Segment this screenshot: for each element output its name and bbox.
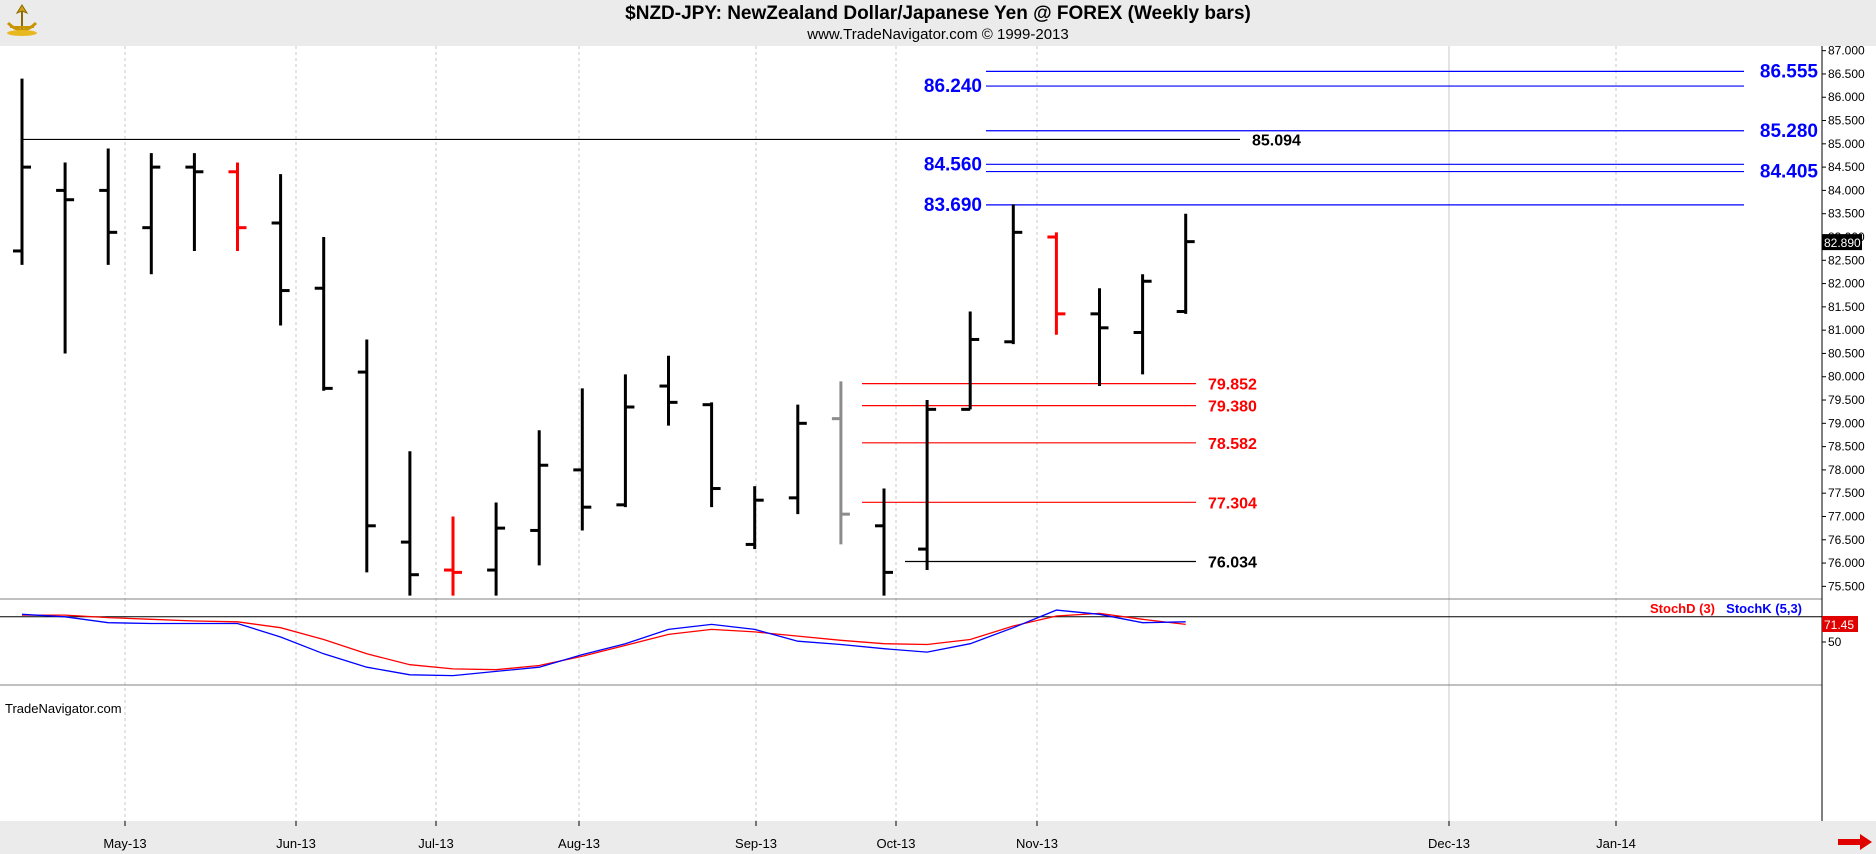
scroll-right-arrow-icon[interactable] [1838, 834, 1872, 850]
price-tick-label: 75.500 [1828, 579, 1865, 593]
price-level-label: 86.555 [1760, 61, 1819, 82]
price-level-label: 84.560 [924, 154, 982, 175]
stoch-series-line [21, 609, 1186, 677]
price-bars [13, 78, 1195, 596]
date-tick-label: Sep-13 [735, 836, 777, 851]
price-tick-label: 84.000 [1828, 183, 1865, 197]
price-tick-label: 82.500 [1828, 253, 1865, 267]
price-tick-label: 77.500 [1828, 486, 1865, 500]
stoch-last-label: 71.45 [1824, 618, 1854, 632]
price-tick-label: 81.500 [1828, 300, 1865, 314]
price-tick-label: 82.000 [1828, 277, 1865, 291]
date-axis: May-13 Jun-13 Jul-13 Aug-13 Sep-13 Oct-13 Nov-… [103, 821, 1636, 851]
price-level-label: 84.405 [1760, 162, 1819, 183]
price-tick-label: 87.000 [1828, 44, 1865, 58]
price-tick-label: 79.000 [1828, 416, 1865, 430]
watermark-text: TradeNavigator.com [5, 701, 122, 716]
date-tick-label: May-13 [103, 836, 146, 851]
price-level-label: 85.280 [1760, 121, 1818, 142]
price-tick-label: 78.000 [1828, 463, 1865, 477]
price-levels: 86.555 86.240 85.280 85.094 84.560 84.405 83.6… [22, 61, 1818, 571]
price-level-label: 78.582 [1208, 436, 1257, 453]
price-tick-label: 86.000 [1828, 90, 1865, 104]
price-level-label: 86.240 [924, 76, 982, 97]
price-tick-label: 78.500 [1828, 440, 1865, 454]
legend-stochk: StochK (5,3) [1726, 601, 1802, 616]
date-tick-label: Jan-14 [1596, 836, 1636, 851]
last-price-label: 82.890 [1824, 236, 1861, 250]
price-tick-label: 83.500 [1828, 207, 1865, 221]
date-tick-label: Aug-13 [558, 836, 600, 851]
price-tick-label: 79.500 [1828, 393, 1865, 407]
price-tick-label: 77.000 [1828, 509, 1865, 523]
date-axis-bar [0, 821, 1876, 854]
price-level-label: 76.034 [1208, 554, 1257, 571]
price-tick-label: 86.500 [1828, 67, 1865, 81]
price-tick-label: 76.500 [1828, 533, 1865, 547]
price-level-label: 83.690 [924, 195, 982, 216]
date-tick-label: Jul-13 [418, 836, 453, 851]
chart-title: $NZD-JPY: NewZealand Dollar/Japanese Yen… [625, 3, 1251, 24]
stoch-tick-label: 50 [1828, 635, 1842, 649]
price-axis: 75.500 76.000 76.500 77.000 77.500 78.000 78.5… [1821, 44, 1865, 821]
date-tick-label: Nov-13 [1016, 836, 1058, 851]
price-level-label: 77.304 [1208, 495, 1257, 512]
tradenavigator-logo-icon [6, 4, 38, 36]
price-tick-label: 76.000 [1828, 556, 1865, 570]
chart-subtitle: www.TradeNavigator.com © 1999-2013 [807, 26, 1069, 43]
date-tick-label: Dec-13 [1428, 836, 1470, 851]
price-tick-label: 80.500 [1828, 346, 1865, 360]
header-bar: $NZD-JPY: NewZealand Dollar/Japanese Yen… [0, 0, 1876, 46]
price-tick-label: 80.000 [1828, 370, 1865, 384]
price-tick-label: 85.500 [1828, 114, 1865, 128]
legend-stochd: StochD (3) [1650, 601, 1715, 616]
stoch-last-box [1822, 615, 1858, 632]
date-tick-label: Jun-13 [276, 836, 316, 851]
grid-lines [0, 46, 1822, 821]
stochastic-panel: StochD (3) StochK (5,3) 50 71.45 [21, 601, 1858, 677]
price-tick-label: 84.500 [1828, 160, 1865, 174]
price-tick-label: 81.000 [1828, 323, 1865, 337]
price-level-label: 85.094 [1252, 132, 1301, 149]
last-price-box [1822, 234, 1862, 251]
price-level-label: 79.380 [1208, 399, 1257, 416]
date-tick-label: Oct-13 [876, 836, 915, 851]
price-level-label: 79.852 [1208, 377, 1257, 394]
price-tick-label: 85.000 [1828, 137, 1865, 151]
stoch-series-line [22, 612, 1186, 671]
